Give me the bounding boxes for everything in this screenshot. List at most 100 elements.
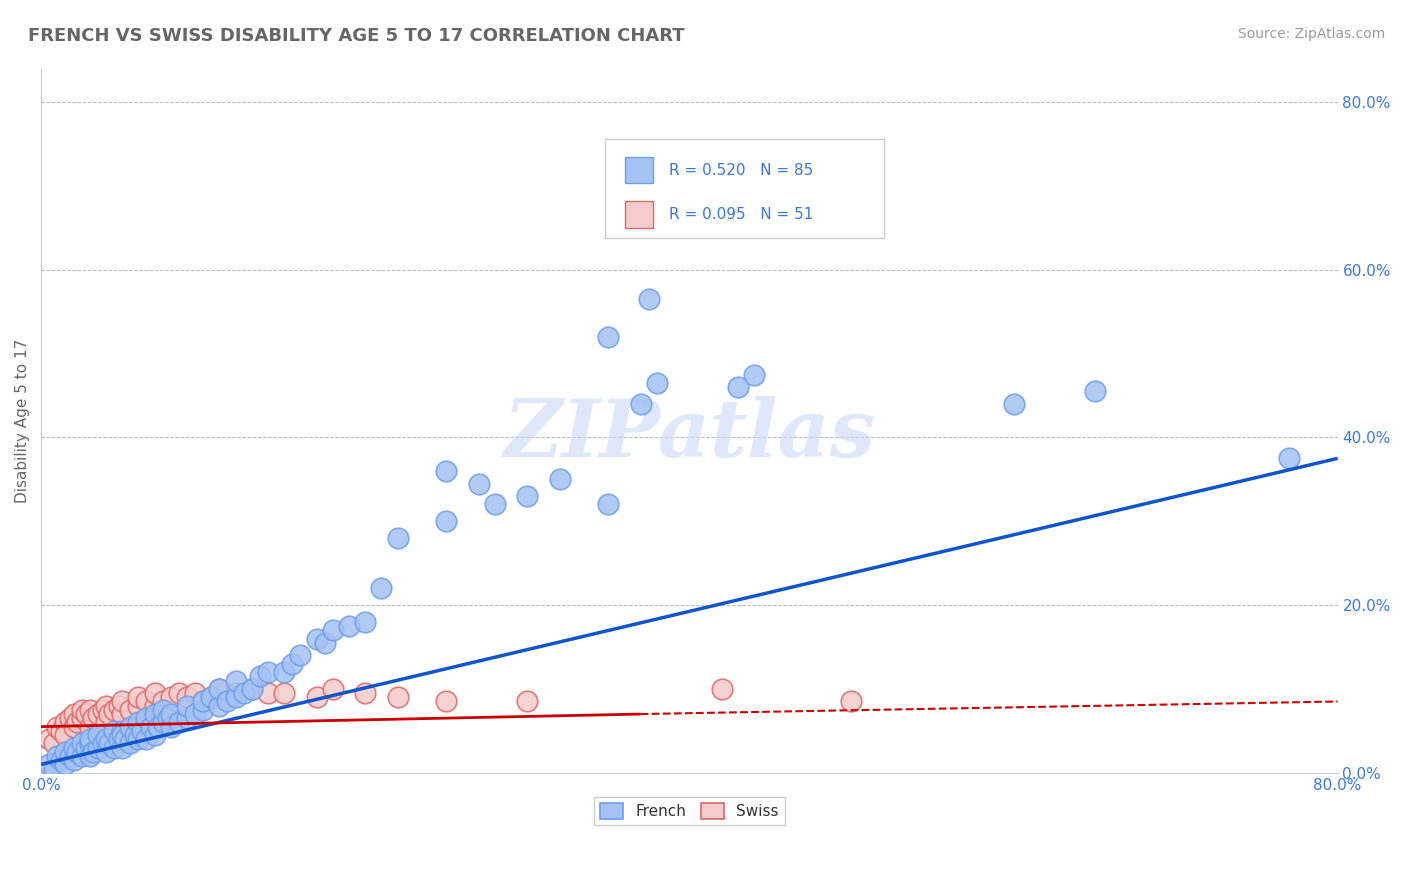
- Y-axis label: Disability Age 5 to 17: Disability Age 5 to 17: [15, 338, 30, 503]
- Point: [208, 681, 231, 696]
- Point: [111, 740, 134, 755]
- Point: [240, 681, 263, 696]
- Point: [257, 665, 280, 680]
- Point: [135, 711, 157, 725]
- Point: [38, 732, 60, 747]
- Point: [94, 732, 117, 747]
- Point: [156, 711, 179, 725]
- Point: [82, 711, 104, 725]
- Point: [645, 191, 668, 205]
- Point: [91, 703, 114, 717]
- FancyBboxPatch shape: [605, 139, 884, 237]
- Point: [484, 498, 506, 512]
- Point: [143, 698, 166, 713]
- Point: [38, 757, 60, 772]
- Point: [710, 681, 733, 696]
- FancyBboxPatch shape: [624, 157, 652, 184]
- Legend: French, Swiss: French, Swiss: [593, 797, 785, 825]
- Point: [240, 681, 263, 696]
- Point: [257, 686, 280, 700]
- Point: [62, 753, 84, 767]
- Point: [176, 711, 198, 725]
- Point: [94, 698, 117, 713]
- Point: [193, 703, 215, 717]
- Point: [305, 632, 328, 646]
- Point: [152, 715, 174, 730]
- Point: [127, 690, 149, 705]
- Point: [176, 690, 198, 705]
- Point: [62, 740, 84, 755]
- Point: [159, 707, 181, 722]
- Point: [225, 673, 247, 688]
- Point: [516, 694, 538, 708]
- Point: [49, 753, 72, 767]
- Point: [354, 686, 377, 700]
- Point: [598, 330, 620, 344]
- Point: [152, 694, 174, 708]
- Point: [167, 715, 190, 730]
- Point: [55, 757, 77, 772]
- Point: [200, 690, 222, 705]
- Point: [1083, 384, 1105, 399]
- Point: [273, 686, 295, 700]
- Point: [354, 615, 377, 629]
- Point: [370, 582, 392, 596]
- Point: [111, 728, 134, 742]
- Point: [127, 698, 149, 713]
- Point: [184, 686, 207, 700]
- Point: [434, 464, 457, 478]
- Point: [548, 472, 571, 486]
- Point: [55, 745, 77, 759]
- Point: [143, 686, 166, 700]
- Point: [208, 681, 231, 696]
- Point: [637, 292, 659, 306]
- Point: [645, 376, 668, 390]
- Point: [516, 489, 538, 503]
- Point: [120, 720, 142, 734]
- Point: [434, 694, 457, 708]
- Point: [87, 728, 110, 742]
- Point: [94, 745, 117, 759]
- Point: [42, 736, 65, 750]
- Point: [232, 686, 254, 700]
- Point: [127, 732, 149, 747]
- Point: [79, 720, 101, 734]
- Point: [103, 723, 125, 738]
- Point: [337, 619, 360, 633]
- Point: [387, 690, 409, 705]
- Point: [387, 531, 409, 545]
- Point: [82, 745, 104, 759]
- Point: [87, 740, 110, 755]
- Point: [111, 707, 134, 722]
- Point: [281, 657, 304, 671]
- Point: [225, 686, 247, 700]
- Point: [94, 715, 117, 730]
- Point: [1278, 451, 1301, 466]
- Point: [59, 749, 82, 764]
- Point: [141, 720, 163, 734]
- Point: [143, 707, 166, 722]
- Point: [305, 690, 328, 705]
- Point: [70, 711, 93, 725]
- Point: [66, 745, 89, 759]
- Point: [152, 703, 174, 717]
- Point: [598, 498, 620, 512]
- Point: [79, 736, 101, 750]
- Point: [434, 514, 457, 528]
- Point: [98, 707, 121, 722]
- Point: [742, 368, 765, 382]
- Point: [135, 732, 157, 747]
- Point: [184, 707, 207, 722]
- Point: [322, 624, 344, 638]
- Point: [1002, 397, 1025, 411]
- Point: [124, 728, 146, 742]
- Point: [167, 686, 190, 700]
- Point: [727, 380, 749, 394]
- Point: [46, 720, 69, 734]
- Point: [290, 648, 312, 663]
- Point: [143, 728, 166, 742]
- Point: [322, 681, 344, 696]
- Point: [79, 703, 101, 717]
- Point: [76, 740, 98, 755]
- Point: [111, 694, 134, 708]
